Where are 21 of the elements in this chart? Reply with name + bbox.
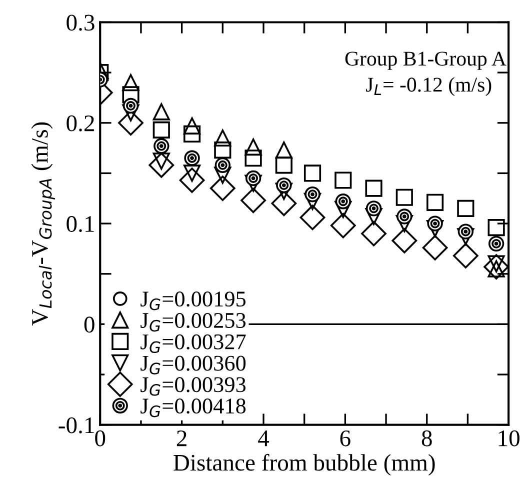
annotation: J$_{L}$= -0.12 (m/s) xyxy=(366,77,492,96)
x-tick-label: 8 xyxy=(422,430,432,446)
y-tick-label: 0.1 xyxy=(66,216,94,232)
x-tick-label: 4 xyxy=(258,430,270,446)
y-axis-title: V$_{Local}$-V$_{GroupA}$ (m/s) xyxy=(31,122,55,326)
x-tick-label: 2 xyxy=(176,430,186,446)
y-tick-label: 0.2 xyxy=(66,115,94,132)
legend-label: J$_{G}$=0.00327 xyxy=(140,334,246,353)
legend-label: J$_{G}$=0.00393 xyxy=(140,377,246,396)
x-tick-label: 0 xyxy=(95,430,106,446)
legend-label: J$_{G}$=0.00360 xyxy=(140,356,246,374)
x-tick-label: 10 xyxy=(498,430,520,446)
legend-label: J$_{G}$=0.00195 xyxy=(140,292,246,310)
y-tick-label: 0.3 xyxy=(66,14,94,31)
annotation: Group B1-Group A xyxy=(345,52,506,70)
x-tick-label: 6 xyxy=(340,430,350,446)
legend-label: J$_{G}$=0.00418 xyxy=(140,398,246,418)
y-tick-label: 0 xyxy=(84,316,94,333)
x-axis-title: Distance from bubble (mm) xyxy=(174,454,435,476)
legend-label: J$_{G}$=0.00253 xyxy=(140,312,246,332)
y-tick-label: -0.1 xyxy=(58,417,94,434)
